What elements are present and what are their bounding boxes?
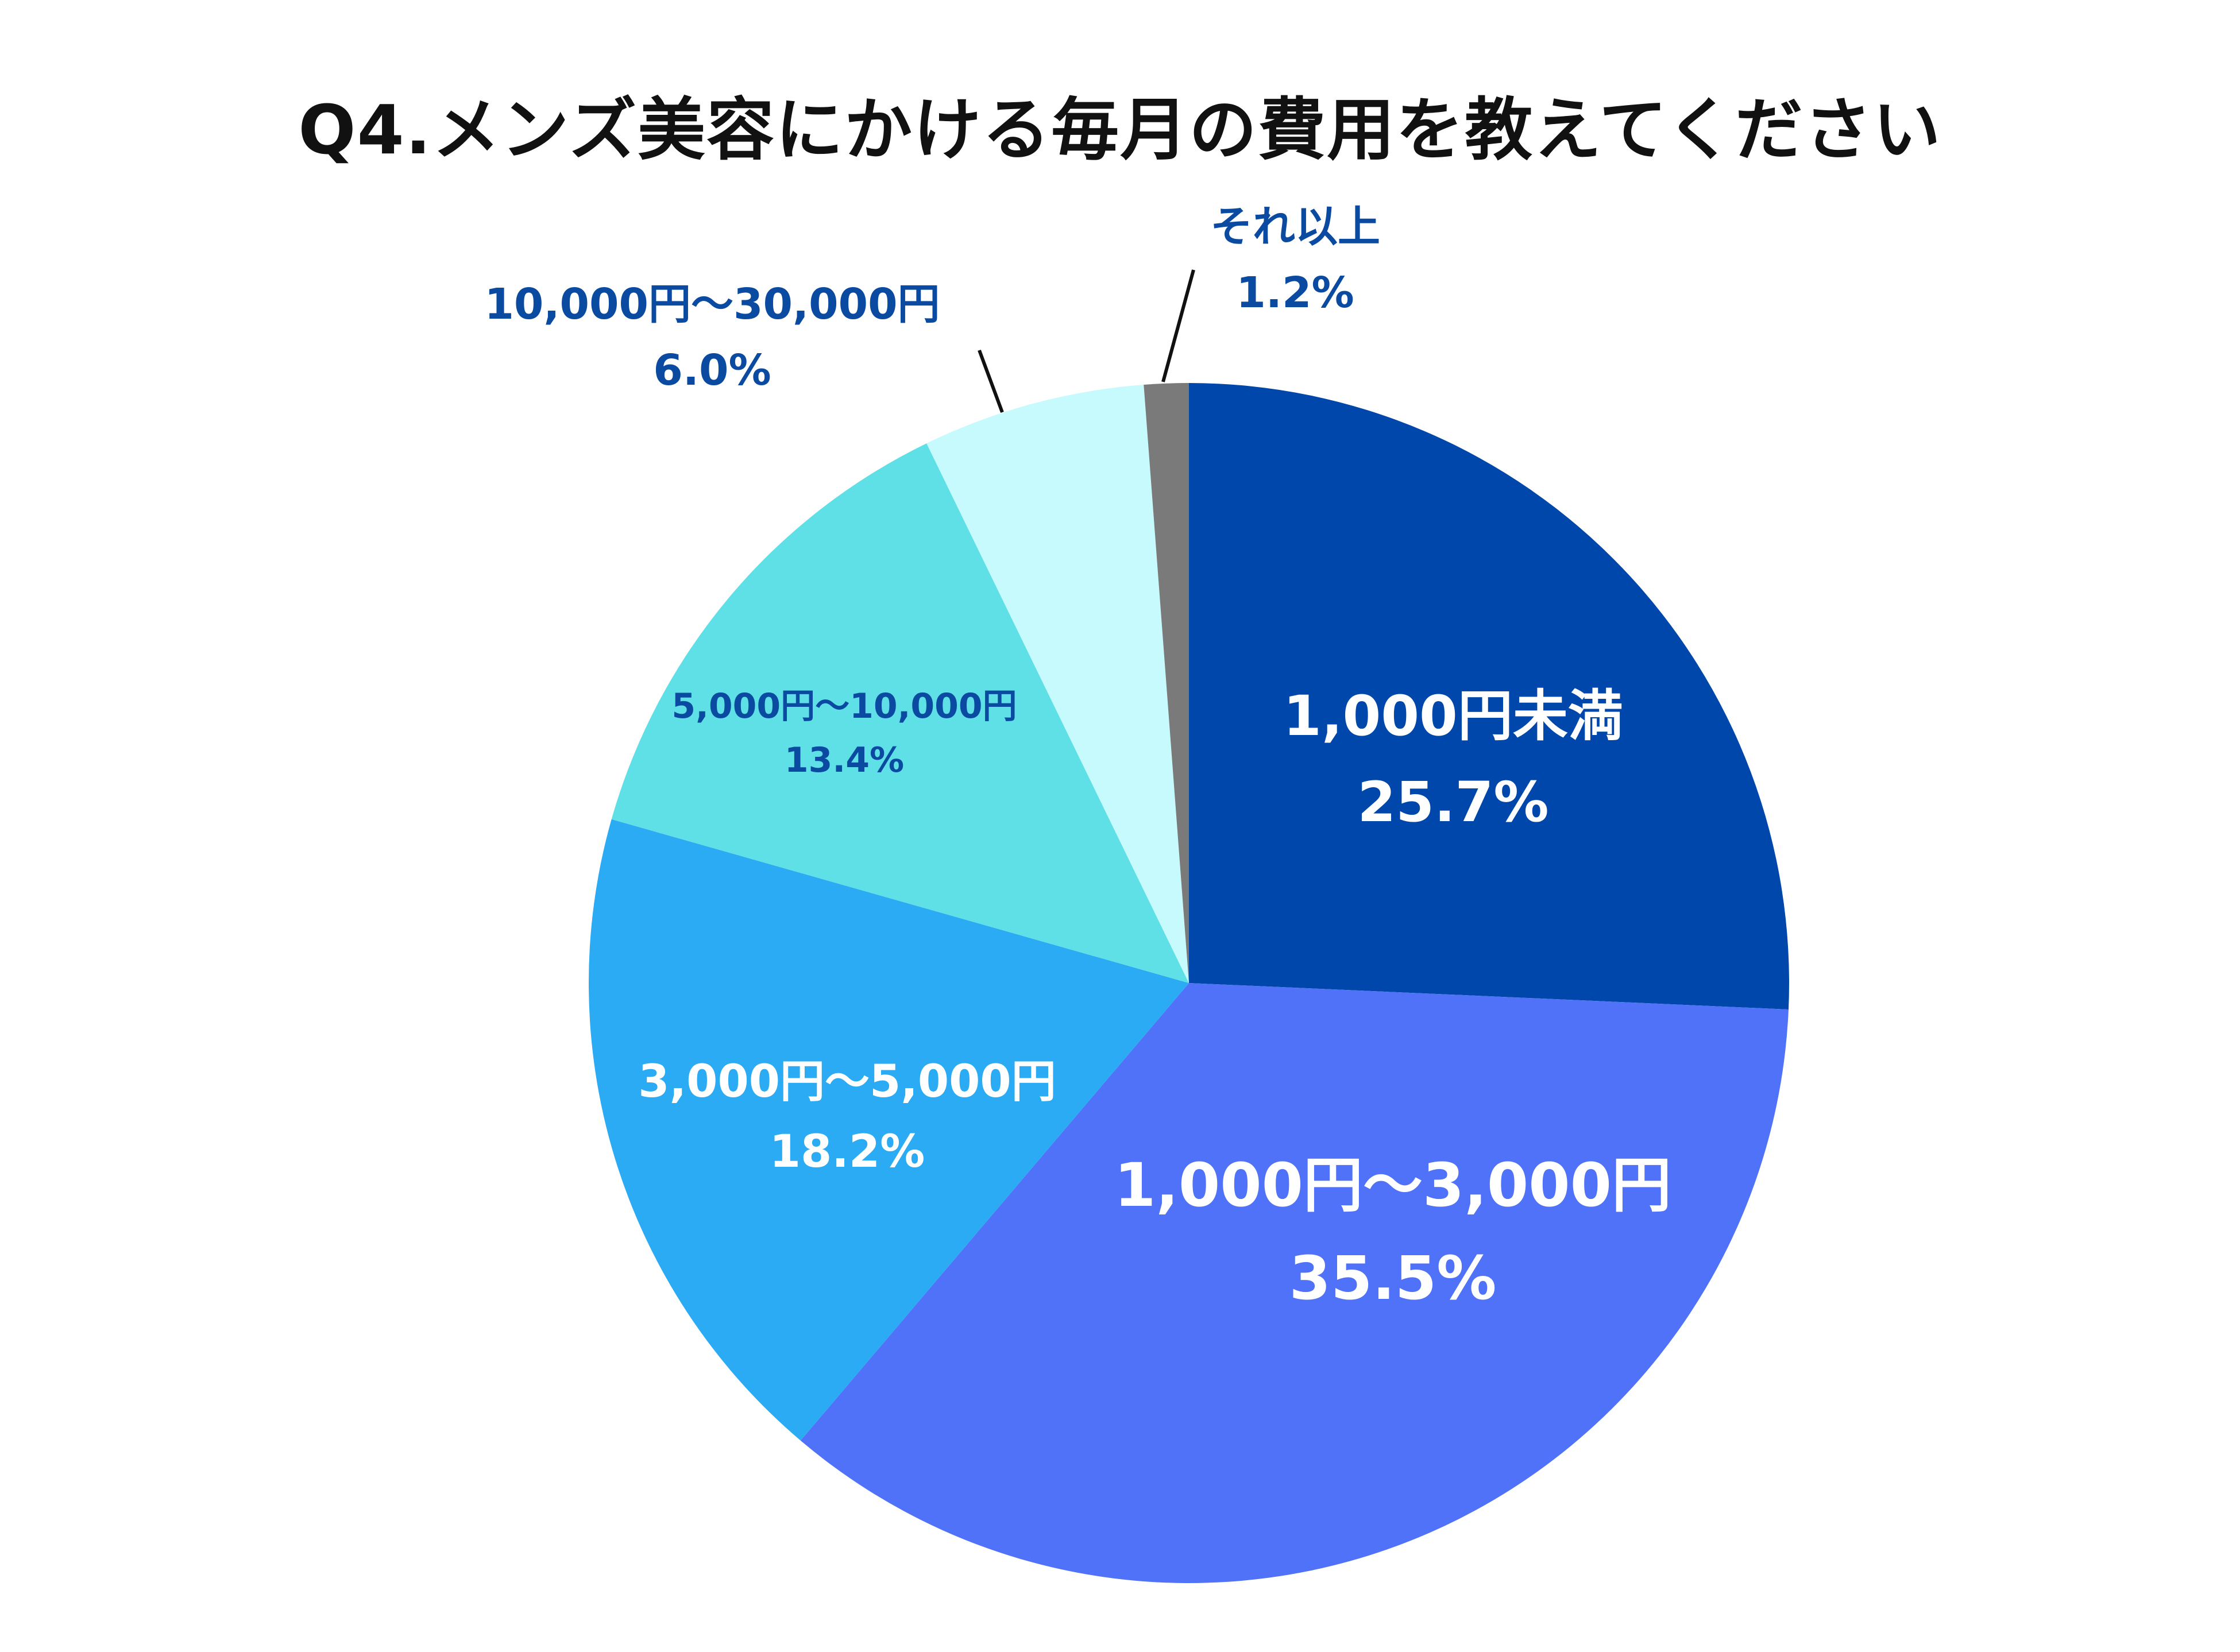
pie-slice xyxy=(926,384,1189,983)
leader-line xyxy=(978,349,1004,413)
slice-value-label: 18.2% xyxy=(770,1126,925,1178)
slice-label: 1,000円〜3,000円 xyxy=(1114,1150,1671,1220)
slice-value-label: 25.7% xyxy=(1357,770,1548,834)
pie-labels: 1,000円未満 25.7% 1,000円〜3,000円 35.5% 3,000円〜5,… xyxy=(484,202,1671,1313)
pie-slice xyxy=(611,443,1189,983)
slice-value-label: 1.2% xyxy=(1236,268,1354,318)
slice-label: それ以上 xyxy=(1210,202,1380,252)
pie-slice xyxy=(1144,383,1189,983)
pie-slice xyxy=(800,983,1789,1584)
leader-line xyxy=(1161,269,1195,382)
pie-slice xyxy=(1189,383,1790,1009)
pie-slices xyxy=(588,383,1790,1584)
slice-value-label: 35.5% xyxy=(1289,1243,1497,1313)
slice-label: 10,000円〜30,000円 xyxy=(484,280,940,329)
chart-title: Q4.メンズ美容にかける毎月の費用を教えてください xyxy=(298,90,1942,169)
pie-slice xyxy=(588,819,1189,1441)
slice-value-label: 13.4% xyxy=(785,740,904,780)
slice-label: 3,000円〜5,000円 xyxy=(638,1056,1056,1108)
slice-label: 1,000円未満 xyxy=(1283,684,1623,748)
slice-value-label: 6.0% xyxy=(653,346,771,395)
slice-label: 5,000円〜10,000円 xyxy=(671,686,1017,726)
